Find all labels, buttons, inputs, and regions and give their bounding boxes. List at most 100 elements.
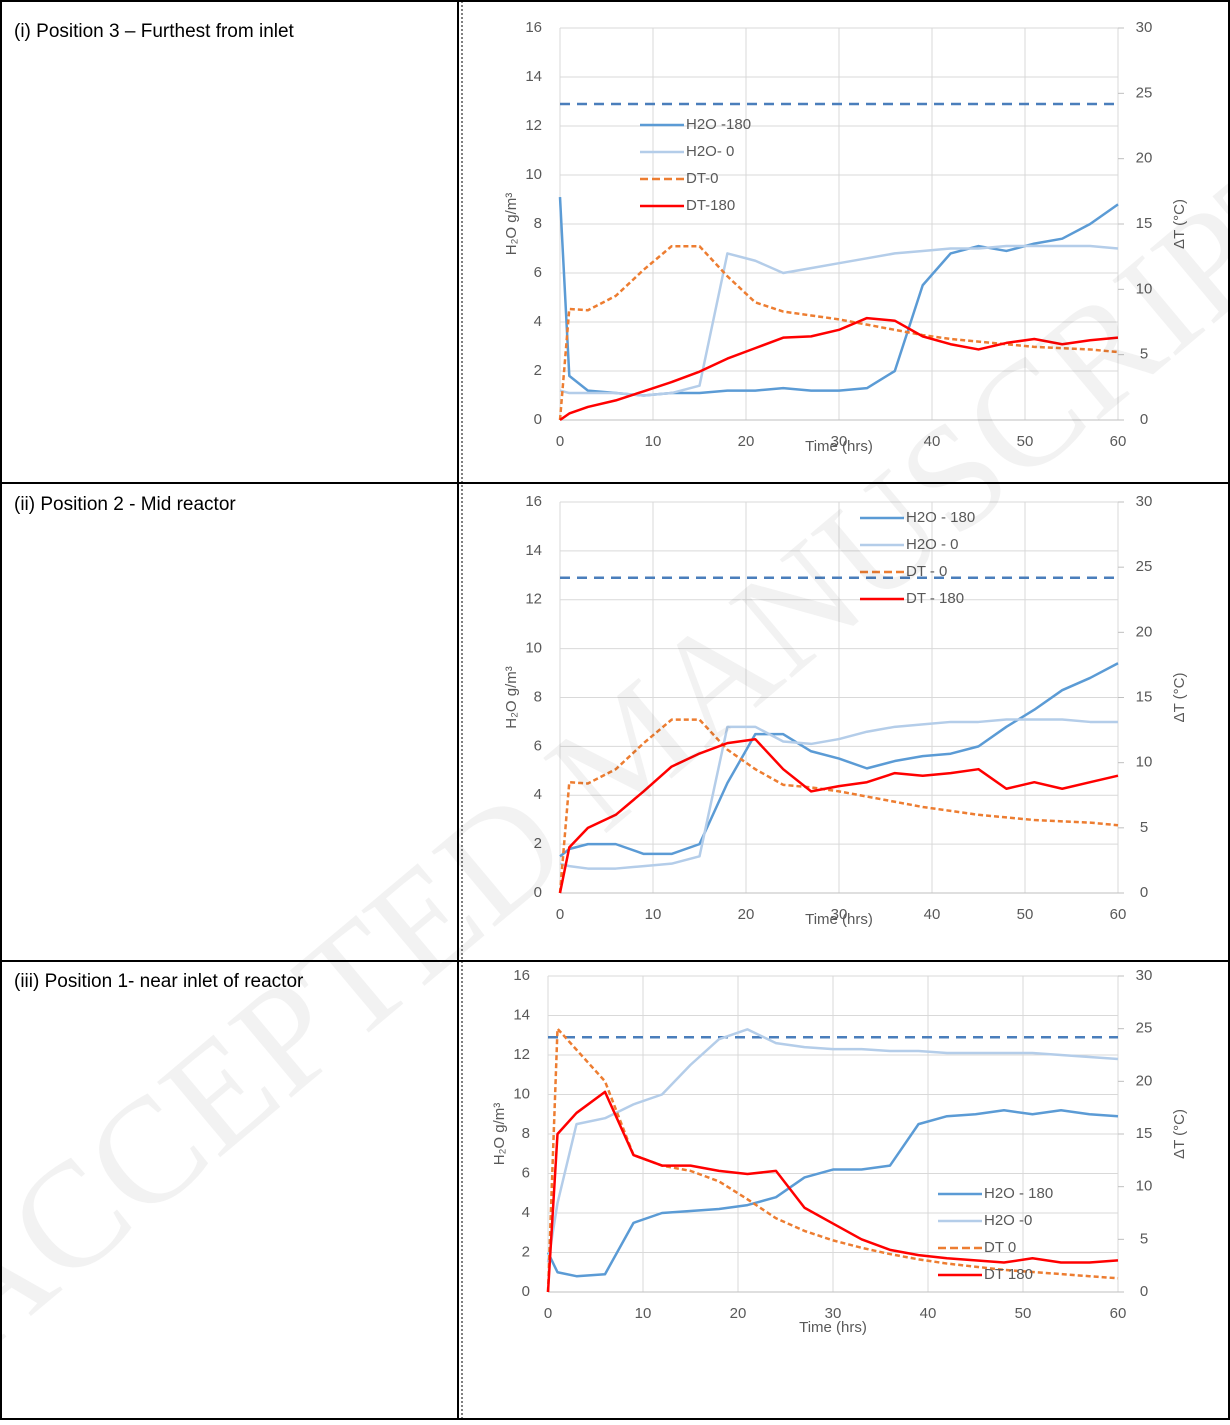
series-line [559,718,1118,870]
y2-tick-label: 5 [1140,819,1148,836]
x-tick-label: 60 [1110,1305,1127,1322]
y-tick-label: 6 [534,737,542,754]
y2-tick-label: 15 [1136,215,1153,232]
y-tick-label: 0 [522,1283,530,1300]
legend-label: H2O -180 [686,116,751,133]
y2-tick-label: 10 [1136,280,1153,297]
y-tick-label: 4 [522,1204,530,1221]
row-label: (i) Position 3 – Furthest from inlet [14,21,295,42]
x-tick-label: 50 [1015,1305,1032,1322]
y-tick-label: 4 [534,313,542,330]
series-line [559,244,1119,397]
series-line [559,316,1119,422]
x-tick-label: 60 [1110,433,1127,450]
x-axis-title: Time (hrs) [799,1319,867,1336]
x-tick-label: 10 [635,1305,652,1322]
series-line [546,1109,1119,1278]
y2-tick-label: 0 [1140,884,1148,901]
x-tick-label: 20 [738,433,755,450]
y2-axis-title: ΔT (°C) [1171,199,1188,249]
legend-label: H2O -0 [984,1212,1032,1229]
y-tick-label: 8 [522,1125,530,1142]
y-tick-label: 2 [522,1243,530,1260]
y-tick-label: 14 [525,68,542,85]
legend-label: H2O - 180 [906,509,975,526]
y-tick-label: 2 [534,362,542,379]
y2-tick-label: 5 [1140,346,1148,363]
legend-label: H2O- 0 [686,143,734,160]
series-line [546,1090,1119,1293]
x-tick-label: 40 [924,906,941,923]
y2-tick-label: 10 [1136,1178,1153,1195]
y-tick-label: 10 [513,1085,530,1102]
x-tick-label: 30 [825,1305,842,1322]
y2-axis-title: ΔT (°C) [1171,673,1188,723]
y-tick-label: 4 [534,786,542,803]
legend-label: DT 180 [984,1266,1033,1283]
row-label: (iii) Position 1- near inlet of reactor [14,971,304,992]
legend-label: H2O - 0 [906,536,959,553]
series-line [558,244,1119,421]
y2-tick-label: 0 [1140,1283,1148,1300]
y-tick-label: 10 [525,640,542,657]
series-line [546,1027,1119,1293]
y2-tick-label: 30 [1136,493,1153,510]
y-axis-title: H₂O g/m³ [503,193,520,256]
x-tick-label: 50 [1017,906,1034,923]
y-tick-label: 14 [513,1006,530,1023]
y2-tick-label: 10 [1136,754,1153,771]
y-tick-label: 2 [534,835,542,852]
y2-tick-label: 25 [1136,558,1153,575]
y2-tick-label: 25 [1136,1020,1153,1037]
x-tick-label: 40 [924,433,941,450]
series-line [546,1028,1119,1263]
y-tick-label: 12 [525,591,542,608]
y-tick-label: 12 [525,117,542,134]
y2-tick-label: 30 [1136,19,1153,36]
y-tick-label: 16 [525,493,542,510]
y-tick-label: 14 [525,542,542,559]
x-axis-title: Time (hrs) [805,911,873,928]
y2-tick-label: 15 [1136,688,1153,705]
y2-tick-label: 0 [1140,411,1148,428]
y-tick-label: 6 [522,1164,530,1181]
y-tick-label: 12 [513,1046,530,1063]
y-tick-label: 8 [534,688,542,705]
y2-tick-label: 15 [1136,1125,1153,1142]
legend-label: DT-180 [686,197,735,214]
x-tick-label: 40 [920,1305,937,1322]
x-tick-label: 50 [1017,433,1034,450]
x-tick-label: 30 [831,906,848,923]
row-label: (ii) Position 2 - Mid reactor [14,494,236,515]
x-axis-title: Time (hrs) [805,438,873,455]
legend-label: H2O - 180 [984,1185,1053,1202]
legend-label: DT - 0 [906,563,947,580]
x-tick-label: 30 [831,433,848,450]
y2-tick-label: 20 [1136,150,1153,167]
x-tick-label: 60 [1110,906,1127,923]
series-line [558,737,1119,894]
y-tick-label: 16 [513,967,530,984]
y2-tick-label: 25 [1136,84,1153,101]
y2-tick-label: 5 [1140,1230,1148,1247]
x-tick-label: 0 [556,906,564,923]
legend-label: DT - 180 [906,590,964,607]
x-tick-label: 20 [730,1305,747,1322]
x-tick-label: 20 [738,906,755,923]
x-tick-label: 10 [645,906,662,923]
y-tick-label: 16 [525,19,542,36]
y-tick-label: 10 [525,166,542,183]
y-tick-label: 0 [534,884,542,901]
x-tick-label: 10 [645,433,662,450]
y-axis-title: H₂O g/m³ [491,1103,508,1166]
y-tick-label: 8 [534,215,542,232]
x-tick-label: 0 [556,433,564,450]
legend-label: DT-0 [686,170,719,187]
y2-tick-label: 20 [1136,1072,1153,1089]
y-tick-label: 0 [534,411,542,428]
y-tick-label: 6 [534,264,542,281]
y-axis-title: H₂O g/m³ [503,666,520,729]
